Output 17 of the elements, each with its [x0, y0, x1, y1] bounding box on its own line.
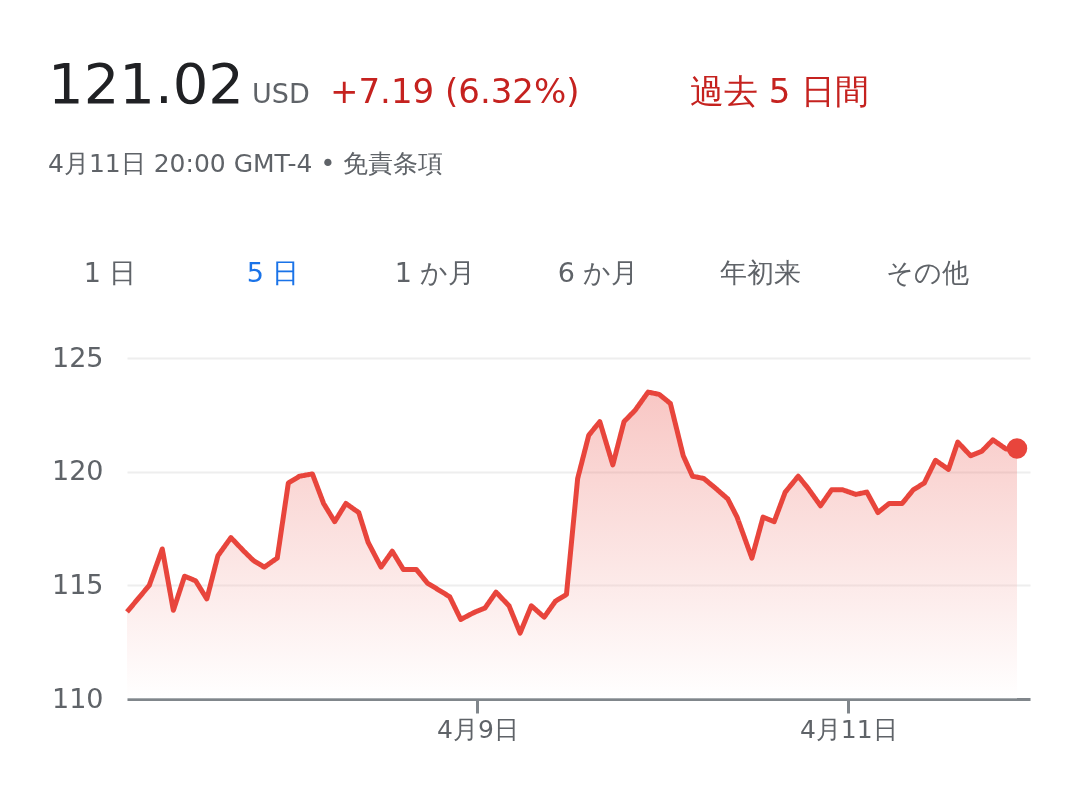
text: 6 か月 [557, 257, 639, 288]
text: 1 日 [83, 257, 137, 288]
text: 年初来 [719, 257, 801, 288]
y-tick-label: 125 [51, 341, 104, 373]
text: USD [252, 78, 310, 109]
x-tick-label: 4月9日 [437, 714, 519, 744]
text: +7.19 (6.32%) [330, 71, 580, 111]
text: その他 [885, 257, 969, 288]
text: 過去 5 日間 [690, 71, 870, 111]
chart-subtitle: 4月11日 20:00 GMT-4 • 免責条項 [48, 149, 444, 178]
y-tick-label: 110 [51, 682, 104, 714]
y-tick-label: 120 [51, 455, 104, 487]
y-tick-label: 115 [51, 568, 104, 600]
text: 1 か月 [394, 257, 476, 288]
x-tick-label: 4月11日 [799, 714, 898, 744]
chart-title: 121.02 [48, 51, 244, 116]
text: 5 日 [246, 257, 300, 288]
